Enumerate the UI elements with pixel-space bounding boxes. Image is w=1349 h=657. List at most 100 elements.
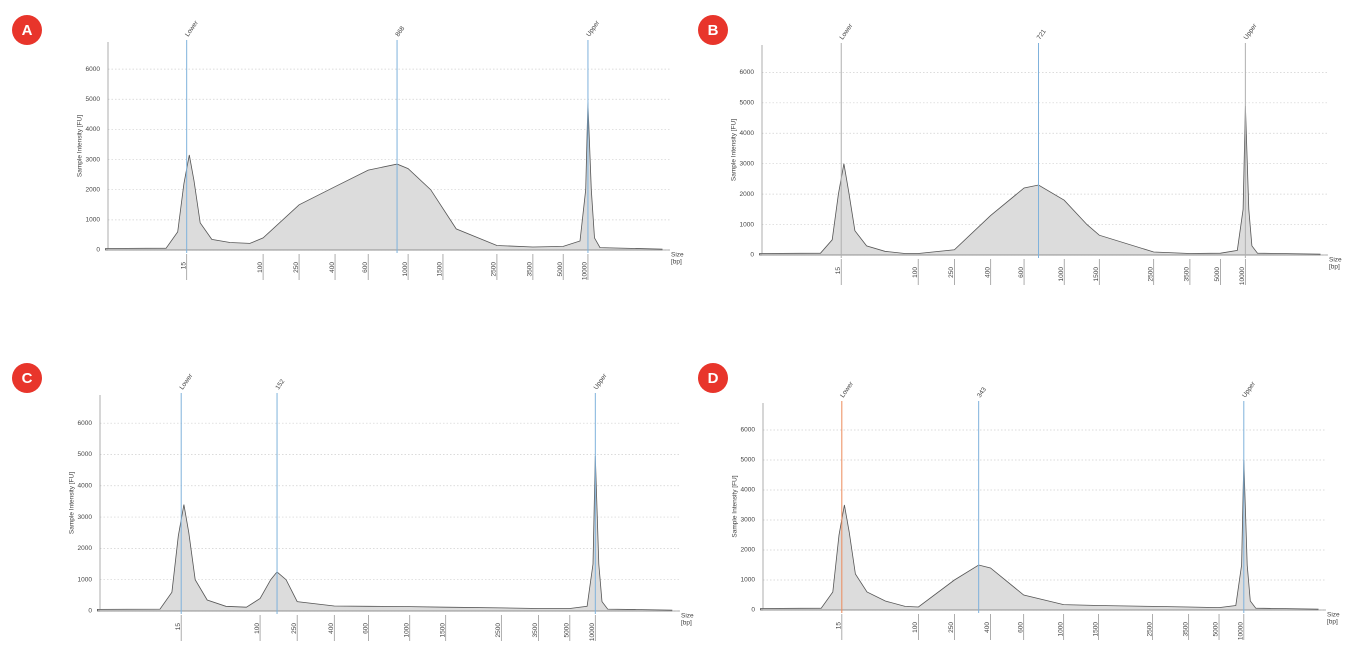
x-tick-label: 2500 [491,262,498,277]
peak-label: Upper [585,19,601,38]
peak-label: Upper [1243,22,1259,41]
x-axis-label: [bp] [671,259,682,266]
peak-label: Lower [184,19,200,38]
x-tick-label: 2500 [1147,267,1154,282]
peak-label: Lower [839,380,855,399]
panel-badge [12,15,42,45]
peak-label: Upper [593,372,609,391]
x-tick-label: 3500 [532,623,539,638]
x-tick-label: 400 [329,262,336,273]
x-axis-label: [bp] [1327,619,1338,626]
trace-area [105,102,663,251]
x-tick-label: 250 [948,622,955,633]
x-tick-label: 400 [984,622,991,633]
y-tick-label: 3000 [741,517,756,524]
x-tick-label: 3500 [1184,267,1191,282]
peak-label: 721 [1036,28,1048,41]
y-tick-label: 2000 [741,547,756,554]
y-tick-label: 0 [96,247,100,254]
x-tick-label: 600 [362,623,369,634]
x-axis-label: [bp] [1329,264,1340,271]
x-tick-label: 5000 [557,262,564,277]
x-tick-label: 15 [180,262,187,270]
x-axis-label: Size [1327,612,1340,619]
panel-letter: A [22,22,33,39]
y-tick-label: 1000 [78,576,93,583]
x-tick-label: 600 [362,262,369,273]
x-tick-label: 5000 [1213,622,1220,637]
y-tick-label: 5000 [740,100,755,107]
x-tick-label: 15 [175,623,182,631]
panel-badge [698,363,728,393]
x-tick-label: 1500 [437,262,444,277]
y-tick-label: 3000 [740,160,755,167]
x-tick-label: 2500 [1146,622,1153,637]
peak-label: 343 [976,386,988,399]
panel-letter: D [708,370,719,387]
y-tick-label: 0 [750,252,754,259]
y-axis-label: Sample Intensity [FU] [731,119,738,181]
y-axis-label: Sample Intensity [FU] [69,472,76,534]
y-tick-label: 1000 [741,577,756,584]
y-tick-label: 0 [88,608,92,615]
panel-badge [698,15,728,45]
x-tick-label: 100 [912,267,919,278]
y-axis-label: Sample Intensity [FU] [732,475,739,537]
x-tick-label: 10000 [1238,622,1245,640]
x-tick-label: 1000 [403,623,410,638]
x-tick-label: 400 [328,623,335,634]
trace-area [760,459,1319,611]
y-tick-label: 3000 [86,156,101,163]
y-tick-label: 1000 [86,217,101,224]
x-tick-label: 100 [912,622,919,633]
y-tick-label: 6000 [740,69,755,76]
y-tick-label: 3000 [78,514,93,521]
y-axis-label: Sample Intensity [FU] [77,115,84,177]
x-tick-label: 3500 [527,262,534,277]
x-tick-label: 1500 [1093,267,1100,282]
peak-label: 868 [394,25,406,38]
peak-label: Lower [839,22,855,41]
x-tick-label: 10000 [589,623,596,641]
y-tick-label: 4000 [78,483,93,490]
panel-letter: B [708,22,719,39]
x-tick-label: 250 [291,623,298,634]
x-axis-label: [bp] [681,620,692,627]
trace-area [759,105,1321,256]
y-tick-label: 5000 [741,457,756,464]
y-tick-label: 2000 [740,191,755,198]
y-tick-label: 2000 [78,545,93,552]
x-tick-label: 15 [836,622,843,630]
x-tick-label: 1500 [439,623,446,638]
y-tick-label: 1000 [740,221,755,228]
x-tick-label: 1500 [1092,622,1099,637]
x-tick-label: 5000 [1214,267,1221,282]
x-tick-label: 250 [293,262,300,273]
x-tick-label: 3500 [1182,622,1189,637]
y-tick-label: 4000 [740,130,755,137]
x-axis-label: Size [1329,257,1342,264]
y-tick-label: 4000 [86,126,101,133]
y-tick-label: 5000 [86,96,101,103]
x-tick-label: 10000 [582,262,589,280]
x-tick-label: 100 [254,623,261,634]
x-tick-label: 100 [257,262,264,273]
panel-letter: C [22,370,33,387]
x-tick-label: 10000 [1239,267,1246,285]
x-tick-label: 2500 [495,623,502,638]
y-tick-label: 5000 [78,451,93,458]
peak-label: Lower [179,372,195,391]
x-tick-label: 600 [1018,267,1025,278]
x-tick-label: 400 [984,267,991,278]
x-tick-label: 600 [1017,622,1024,633]
y-tick-label: 4000 [741,487,756,494]
x-tick-label: 1000 [402,262,409,277]
x-tick-label: 15 [835,267,842,275]
y-tick-label: 6000 [86,66,101,73]
y-tick-label: 0 [751,607,755,614]
peak-label: Upper [1241,380,1257,399]
x-axis-label: Size [671,252,684,259]
x-axis-label: Size [681,613,694,620]
y-tick-label: 6000 [741,427,756,434]
